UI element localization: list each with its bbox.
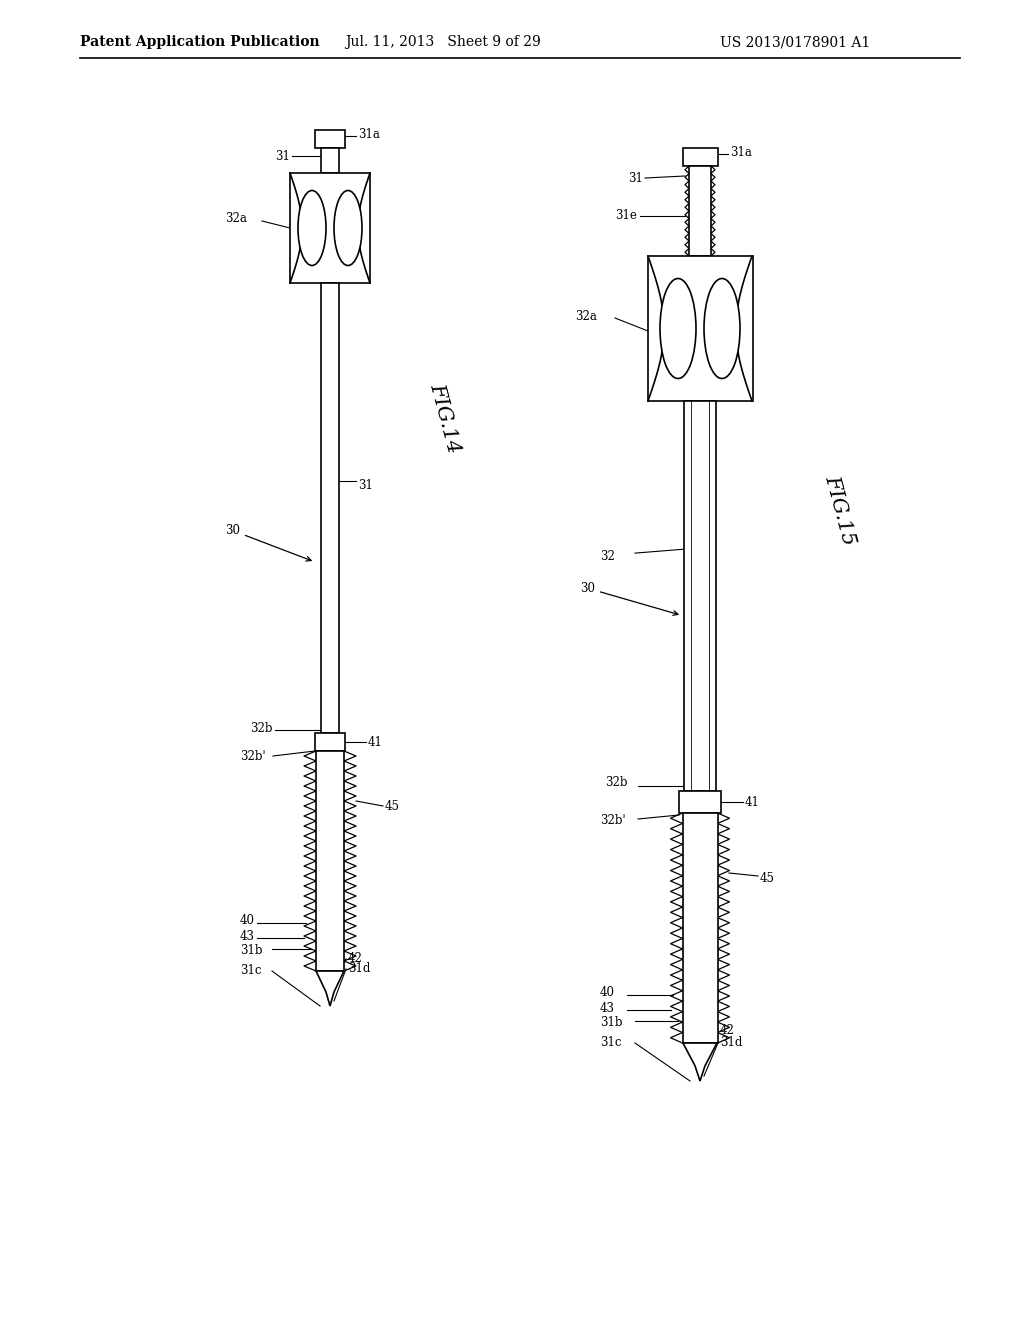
Text: Jul. 11, 2013   Sheet 9 of 29: Jul. 11, 2013 Sheet 9 of 29 <box>345 36 541 49</box>
Text: 31: 31 <box>275 149 290 162</box>
Bar <box>290 173 370 282</box>
Text: 45: 45 <box>385 800 400 813</box>
Text: 43: 43 <box>240 929 255 942</box>
Text: FIG.15: FIG.15 <box>821 473 858 548</box>
Text: 31a: 31a <box>358 128 380 141</box>
Bar <box>315 129 345 148</box>
Text: 40: 40 <box>240 915 255 928</box>
Bar <box>689 166 711 256</box>
Bar <box>316 751 344 972</box>
Text: 32b': 32b' <box>240 750 265 763</box>
Bar <box>321 148 339 173</box>
Ellipse shape <box>334 190 362 265</box>
Text: 31d: 31d <box>348 962 371 975</box>
Text: 31c: 31c <box>240 965 261 978</box>
Bar <box>683 148 718 166</box>
Text: 31: 31 <box>358 479 373 492</box>
Text: 31a: 31a <box>730 147 752 160</box>
Text: 32: 32 <box>600 550 614 564</box>
Bar <box>683 813 718 1043</box>
Text: 30: 30 <box>225 524 311 561</box>
Text: Patent Application Publication: Patent Application Publication <box>80 36 319 49</box>
Bar <box>315 733 345 751</box>
Text: 30: 30 <box>580 582 678 615</box>
Ellipse shape <box>660 279 696 379</box>
Text: US 2013/0178901 A1: US 2013/0178901 A1 <box>720 36 870 49</box>
Text: 32b: 32b <box>605 776 628 789</box>
Text: 43: 43 <box>600 1002 615 1015</box>
Text: 45: 45 <box>760 871 775 884</box>
Text: 41: 41 <box>745 796 760 808</box>
Bar <box>679 791 721 813</box>
Text: 31b: 31b <box>240 945 262 957</box>
Text: 31d: 31d <box>720 1036 742 1049</box>
Ellipse shape <box>298 190 326 265</box>
Bar <box>321 282 339 733</box>
Text: 31e: 31e <box>615 209 637 222</box>
Text: 32b: 32b <box>250 722 272 734</box>
Text: 41: 41 <box>368 735 383 748</box>
Text: 32b': 32b' <box>600 814 626 828</box>
Text: 42: 42 <box>348 953 362 965</box>
Ellipse shape <box>705 279 740 379</box>
Text: 31b: 31b <box>600 1016 623 1030</box>
Text: 31: 31 <box>628 172 643 185</box>
Text: 32a: 32a <box>225 211 247 224</box>
Text: FIG.14: FIG.14 <box>427 381 464 455</box>
Text: 42: 42 <box>720 1024 735 1038</box>
Polygon shape <box>683 1043 717 1081</box>
Bar <box>684 401 716 791</box>
Text: 32a: 32a <box>575 309 597 322</box>
Polygon shape <box>316 972 344 1006</box>
Bar <box>648 256 753 401</box>
Text: 40: 40 <box>600 986 615 999</box>
Text: 31c: 31c <box>600 1036 622 1049</box>
